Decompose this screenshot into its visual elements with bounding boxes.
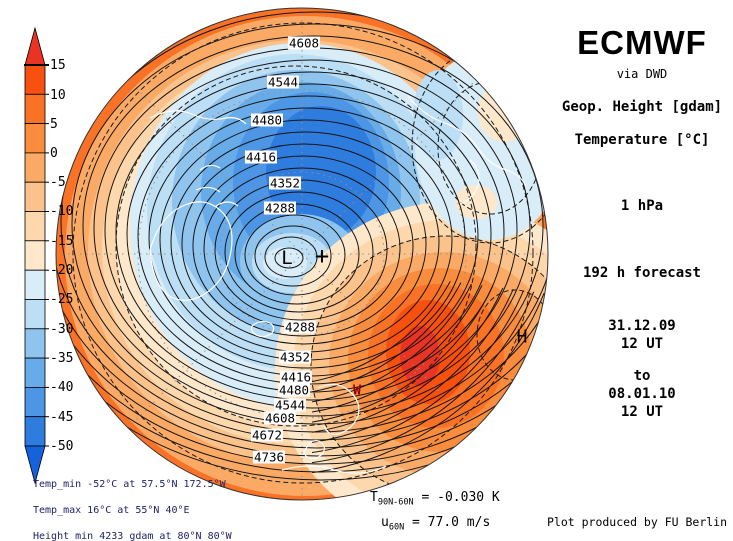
contour-label: 4544 [273, 397, 307, 413]
init-date: 31.12.09 [608, 318, 676, 334]
valid-date: 08.01.10 [608, 386, 676, 402]
contour-label: 4480 [250, 112, 284, 128]
contour-label: 4608 [263, 410, 297, 426]
temperature-colorbar: 15 10 5 0 -5 -10 -15 -20 -25 -30 -35 -40… [24, 26, 73, 485]
colorbar-segment [24, 357, 46, 388]
valid-time: 12 UT [620, 404, 664, 420]
height-contour [71, 23, 548, 425]
height-contour [224, 191, 374, 313]
height-contour [56, 8, 548, 465]
height-contour [274, 247, 304, 269]
u-value: = 77.0 m/s [404, 514, 491, 530]
height-contour [56, 8, 548, 457]
height-contour [56, 8, 548, 473]
height-contour [181, 143, 427, 345]
temperature-shading [56, 8, 548, 500]
colorbar-tick-label: -40 [50, 380, 73, 395]
low-center-marker: L [281, 247, 293, 269]
contour-label: 4672 [250, 427, 284, 443]
colorbar-tick-label: -30 [50, 322, 73, 337]
contour-label: 4288 [283, 319, 317, 335]
contour-label: 4480 [277, 382, 311, 398]
height-contour [82, 35, 544, 417]
colorbar-tick-label: -10 [50, 204, 73, 219]
colorbar-segment [24, 386, 46, 418]
t-value: = -0.030 K [413, 490, 500, 505]
colorbar-segment [24, 64, 46, 95]
colorbar-arrow-down [24, 445, 46, 485]
extremes-block: Temp_min -52°C at 57.5°N 172.5°W Temp_ma… [33, 478, 256, 541]
height-contour [264, 236, 318, 278]
colorbar-arrow-up [24, 26, 46, 66]
high-center-marker: H [516, 326, 528, 348]
contour-label: 4288 [263, 200, 297, 216]
colorbar-segment [24, 211, 46, 242]
pole-cross-marker: + [314, 242, 330, 270]
height-contour [56, 8, 548, 481]
colorbar-tick-label: 5 [50, 117, 58, 132]
contour-label: 4352 [278, 349, 312, 365]
credit-line: Plot produced by FU Berlin [547, 515, 728, 529]
field-temp-label: Temperature [°C] [574, 132, 710, 148]
mean-temp-line: T90N-60N = -0.030 K [370, 488, 500, 513]
t-subscript: 90N-60N [377, 497, 414, 508]
forecast-hours-label: 192 h forecast [582, 265, 701, 281]
colorbar-tick-label: -20 [50, 263, 73, 278]
map-boundary [55, 7, 549, 501]
source-label: via DWD [616, 67, 668, 81]
colorbar-tick-label: -50 [50, 439, 73, 454]
colorbar-tick-label: 15 [50, 58, 66, 73]
colorbar-ticks [45, 93, 49, 447]
to-label: to [633, 368, 651, 384]
colorbar-tick-label: -45 [50, 410, 73, 425]
colorbar-segment [24, 416, 46, 447]
colorbar-tick-label: -25 [50, 292, 73, 307]
diagnostics-block: T90N-60N = -0.030 K u60N = 77.0 m/s [370, 488, 500, 537]
u-symbol: u [381, 514, 389, 530]
zonal-wind-line: u60N = 77.0 m/s [370, 513, 500, 538]
contour-label: 4544 [266, 74, 300, 90]
colorbar-segment [24, 123, 46, 154]
colorbar-segment [24, 240, 46, 271]
colorbar-segment [24, 299, 46, 330]
colorbar-segment [24, 93, 46, 125]
pressure-level-label: 1 hPa [620, 198, 664, 214]
colorbar-segment [24, 152, 46, 183]
contour-label: 4416 [279, 369, 313, 385]
init-time: 12 UT [620, 336, 664, 352]
colorbar-tick-label: 0 [50, 146, 58, 161]
contour-label: 4736 [252, 449, 286, 465]
colorbar-segment [24, 269, 46, 300]
colorbar-tick-label: -5 [50, 175, 66, 190]
temp-min-line: Temp_min -52°C at 57.5°N 172.5°W [33, 479, 226, 490]
height-min-line: Height_min 4233 gdam at 80°N 80°W [33, 531, 232, 541]
field-height-label: Geop. Height [gdam] [561, 99, 723, 115]
t-symbol: T [370, 490, 378, 505]
height-contour [244, 214, 346, 296]
info-panel: ECMWF via DWD Geop. Height [gdam] Temper… [556, 0, 728, 541]
colorbar-segment [24, 328, 46, 359]
colorbar-segment [24, 181, 46, 212]
colorbar-tick-label: 10 [50, 88, 66, 103]
height-contour [56, 8, 548, 449]
temp-max-line: Temp_max 16°C at 55°N 40°E [33, 505, 190, 516]
height-contour [192, 155, 414, 337]
height-contour [104, 59, 518, 401]
u-subscript: 60N [388, 522, 405, 533]
height-contour [234, 203, 360, 305]
contour-label: 4352 [268, 175, 302, 191]
colorbar-tick-label: -15 [50, 234, 73, 249]
height-contour [56, 8, 548, 441]
contour-label: 4416 [244, 149, 278, 165]
warm-center-marker: W [353, 383, 361, 399]
colorbar-tick-labels: 15 10 5 0 -5 -10 -15 -20 -25 -30 -35 -40… [50, 58, 73, 454]
model-title: ECMWF [577, 24, 707, 61]
colorbar-tick-label: -35 [50, 351, 73, 366]
contour-label: 4608 [287, 35, 321, 51]
height-contour [254, 225, 332, 287]
